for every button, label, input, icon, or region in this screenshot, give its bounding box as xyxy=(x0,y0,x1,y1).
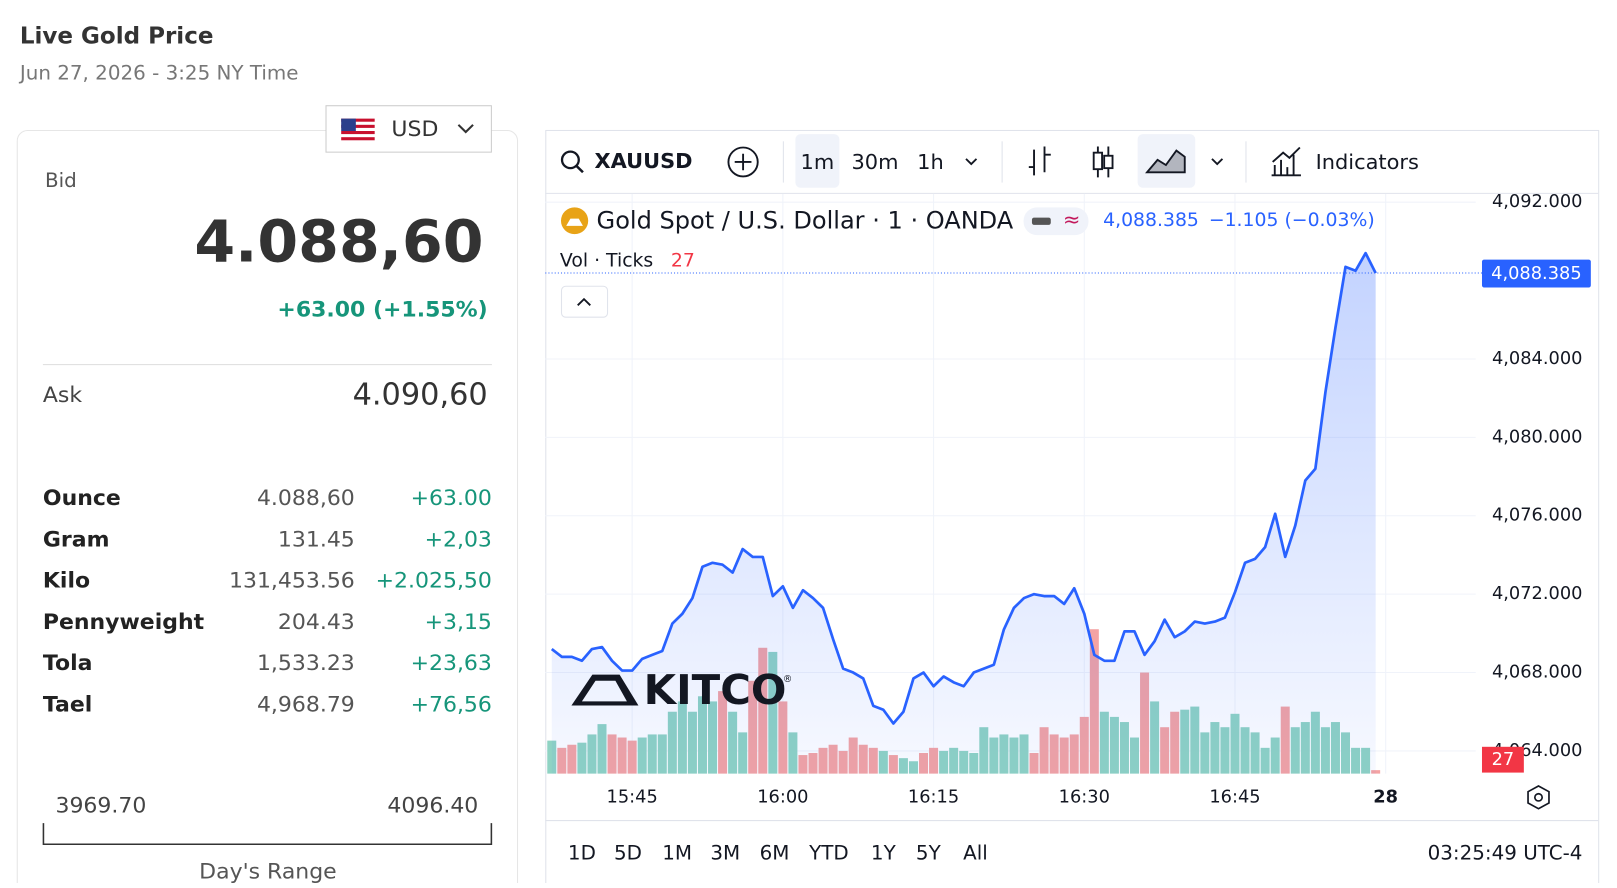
us-flag xyxy=(341,118,375,142)
x-tick-label: 15:45 xyxy=(607,787,658,807)
range-button[interactable]: YTD xyxy=(808,842,849,865)
currency-label: USD xyxy=(391,117,438,142)
y-tick-label: 4,080.000 xyxy=(1492,427,1583,447)
range-button[interactable]: 5D xyxy=(614,842,642,865)
volume-tag-label: 27 xyxy=(1492,750,1515,770)
unit-name: Tael xyxy=(43,693,92,718)
unit-change: +2,03 xyxy=(425,528,492,553)
bid-change: +63.00 (+1.55%) xyxy=(277,298,487,323)
legend-last: 4,088.385 xyxy=(1103,210,1199,231)
unit-price: 204.43 xyxy=(278,610,355,635)
unit-name: Ounce xyxy=(43,486,121,511)
range-buttons: 1D 5D 1M 3M 6M YTD 1Y 5Y All xyxy=(568,842,988,865)
bid-label: Bid xyxy=(45,169,77,192)
unit-change: +76,56 xyxy=(411,693,492,718)
interval-active xyxy=(795,134,840,188)
candle-body xyxy=(1092,151,1104,171)
settings-icon[interactable] xyxy=(1527,785,1550,810)
price-tag xyxy=(1481,259,1591,288)
unit-change: +2.025,50 xyxy=(376,569,492,594)
clock: 03:25:49 UTC-4 xyxy=(1428,842,1583,865)
interval[interactable]: 1h xyxy=(917,150,944,174)
price-tag-label: 4,088.385 xyxy=(1491,264,1582,284)
compare-button[interactable] xyxy=(727,146,759,178)
ask-price: 4.090,60 xyxy=(353,378,488,413)
indicators[interactable]: Indicators xyxy=(1316,150,1419,174)
status-pill xyxy=(1023,207,1089,236)
range-button[interactable]: 6M xyxy=(760,842,790,865)
gold-bar-icon xyxy=(566,218,583,226)
x-tick-label: 16:15 xyxy=(908,787,959,807)
unit-table: Ounce 4.088,60 +63.00 Gram 131.45 +2,03 Kilo 13… xyxy=(43,486,492,717)
volume-tag xyxy=(1481,746,1524,773)
unit-name: Gram xyxy=(43,528,110,553)
unit-price: 4,968.79 xyxy=(257,693,355,718)
currency-select[interactable]: USD xyxy=(325,105,492,153)
svg-text:®: ® xyxy=(783,674,792,685)
volume-legend-value: 27 xyxy=(671,251,695,272)
chart-type-active xyxy=(1137,134,1196,188)
x-tick-label: 28 xyxy=(1373,787,1398,807)
symbol-search[interactable]: XAUUSD xyxy=(560,149,693,174)
y-tick-label: 4,092.000 xyxy=(1492,192,1583,212)
collapse-button[interactable] xyxy=(560,285,609,318)
status-icon: ≈ xyxy=(1063,208,1081,232)
range-label: Day's Range xyxy=(199,860,336,883)
interval[interactable]: 1m xyxy=(801,150,835,174)
unit-name: Tola xyxy=(43,651,93,676)
unit-change: +23,63 xyxy=(411,651,492,676)
x-tick-label: 16:30 xyxy=(1059,787,1110,807)
unit-price: 1,533.23 xyxy=(257,651,355,676)
status-icon xyxy=(1031,217,1051,225)
range-button[interactable]: 5Y xyxy=(916,842,942,865)
range-low: 3969.70 xyxy=(55,794,146,819)
watermark: KITCO ® xyxy=(571,665,792,714)
x-tick-label: 16:00 xyxy=(757,787,808,807)
price-line xyxy=(550,251,1377,725)
symbol[interactable]: XAUUSD xyxy=(594,149,692,173)
y-tick-label: 4,076.000 xyxy=(1492,506,1583,526)
unit-price: 131,453.56 xyxy=(229,569,355,594)
volume-legend: Vol · Ticks xyxy=(560,251,653,272)
range-bar xyxy=(42,823,493,846)
unit-price: 131.45 xyxy=(278,528,355,553)
y-tick-label: 4,084.000 xyxy=(1492,349,1583,369)
range-button[interactable]: All xyxy=(963,842,988,865)
page-title: Live Gold Price xyxy=(20,24,214,50)
range-button[interactable]: 1Y xyxy=(871,842,897,865)
area-icon[interactable] xyxy=(1145,149,1186,174)
plot: 15:45 16:00 16:15 16:30 16:45 284,064.0004,06… xyxy=(545,192,1591,807)
legend-title: Gold Spot / U.S. Dollar · 1 · OANDA xyxy=(597,207,1014,235)
price-area xyxy=(551,253,1376,774)
unit-change: +63.00 xyxy=(411,486,492,511)
legend-change: −1.105 (−0.03%) xyxy=(1209,210,1375,231)
bars-icon[interactable] xyxy=(1028,146,1051,176)
range-button[interactable]: 3M xyxy=(710,842,740,865)
interval[interactable]: 30m xyxy=(851,150,898,174)
range-button[interactable]: 1D xyxy=(568,842,596,865)
range-button[interactable]: 1M xyxy=(662,842,692,865)
chart-type-menu[interactable] xyxy=(1211,158,1224,166)
y-tick-label: 4,068.000 xyxy=(1492,663,1583,683)
ask-label: Ask xyxy=(43,383,83,408)
interval-menu[interactable] xyxy=(965,158,978,166)
chevron xyxy=(457,124,474,134)
unit-price: 4.088,60 xyxy=(257,486,355,511)
x-tick-label: 16:45 xyxy=(1209,787,1260,807)
price-card xyxy=(16,129,519,888)
range-high: 4096.40 xyxy=(387,794,478,819)
watermark-text: KITCO xyxy=(644,665,787,714)
unit-name: Kilo xyxy=(43,569,90,594)
indicators-icon[interactable] xyxy=(1271,146,1301,177)
unit-name: Pennyweight xyxy=(43,610,204,635)
unit-change: +3,15 xyxy=(425,610,492,635)
y-tick-label: 4,072.000 xyxy=(1492,584,1583,604)
timestamp: Jun 27, 2026 - 3:25 NY Time xyxy=(18,62,299,85)
candle-body xyxy=(1103,154,1114,170)
bid-price: 4.088,60 xyxy=(194,208,483,276)
